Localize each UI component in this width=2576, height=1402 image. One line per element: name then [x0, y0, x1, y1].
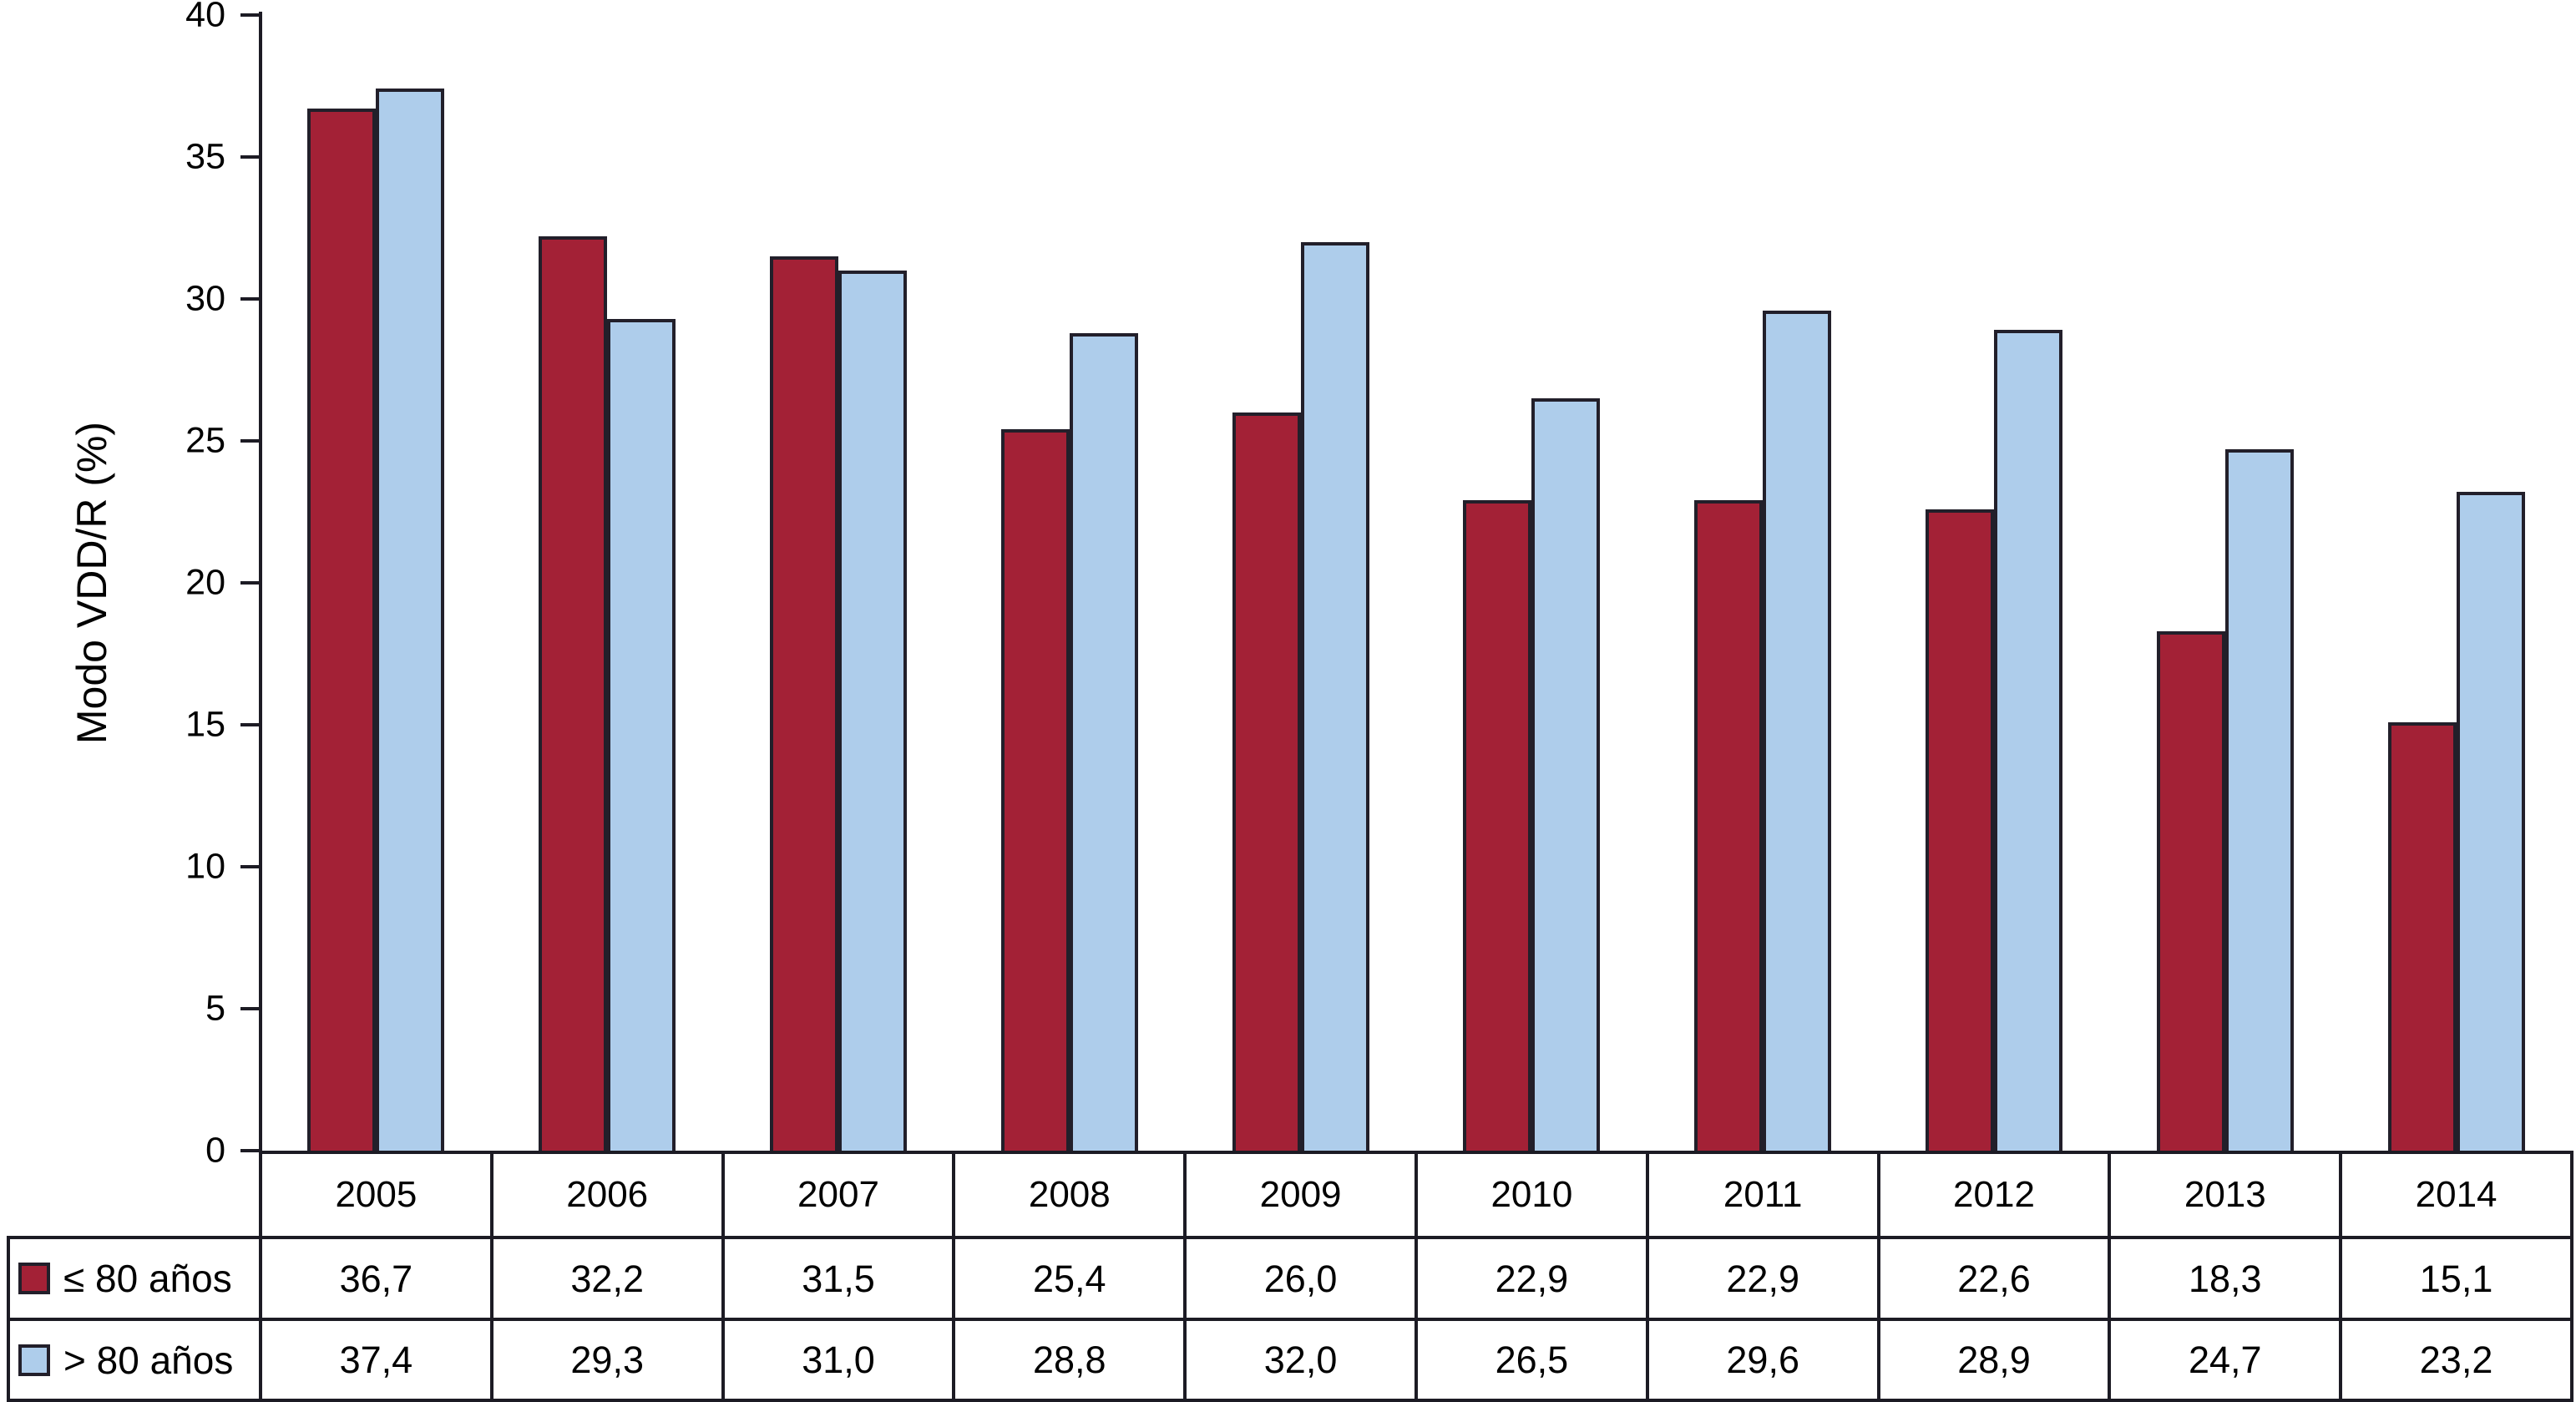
value-cell-row2-col3: 31,0	[802, 1339, 875, 1381]
value-cell-row2-col8: 28,9	[1957, 1339, 2031, 1381]
table-vline-1	[490, 1151, 493, 1402]
bar-series1-2013	[2156, 630, 2225, 1154]
y-tick-label-15: 15	[185, 704, 225, 745]
y-tick-5	[240, 1007, 259, 1010]
y-tick-20	[240, 581, 259, 585]
value-cell-row1-col8: 22,6	[1957, 1257, 2031, 1300]
year-header-2009: 2009	[1259, 1174, 1342, 1215]
value-cell-row1-col7: 22,9	[1726, 1257, 1799, 1300]
table-vline-9	[2339, 1151, 2342, 1402]
bar-series1-2008	[1000, 429, 1070, 1154]
table-hline-2	[7, 1318, 2573, 1321]
value-cell-row2-col2: 29,3	[570, 1339, 644, 1381]
table-vline-10	[2570, 1151, 2573, 1402]
y-tick-label-0: 0	[205, 1130, 225, 1171]
table-vline-0	[259, 1151, 262, 1402]
bar-series2-2012	[1994, 330, 2062, 1154]
legend-label-2: > 80 años	[63, 1338, 234, 1382]
legend-label-1: ≤ 80 años	[63, 1257, 232, 1300]
bar-series2-2007	[838, 271, 907, 1154]
table-vline-2	[721, 1151, 725, 1402]
y-tick-40	[240, 13, 259, 17]
bar-series1-2012	[1926, 509, 1994, 1154]
value-cell-row2-col4: 28,8	[1032, 1339, 1106, 1381]
value-cell-row1-col4: 25,4	[1032, 1257, 1106, 1300]
value-cell-row2-col10: 23,2	[2419, 1339, 2493, 1381]
legend-swatch-1	[18, 1263, 50, 1294]
year-header-2013: 2013	[2184, 1174, 2266, 1215]
y-tick-15	[240, 723, 259, 726]
legend-left-border	[7, 1236, 10, 1402]
y-tick-label-20: 20	[185, 562, 225, 603]
y-tick-label-25: 25	[185, 420, 225, 461]
year-header-2005: 2005	[335, 1174, 418, 1215]
legend-swatch-2	[18, 1344, 50, 1376]
value-cell-row2-col6: 26,5	[1495, 1339, 1569, 1381]
table-vline-8	[2108, 1151, 2111, 1402]
year-header-2006: 2006	[566, 1174, 649, 1215]
value-cell-row1-col6: 22,9	[1495, 1257, 1569, 1300]
bar-series1-2007	[770, 256, 838, 1154]
value-cell-row2-col9: 24,7	[2188, 1339, 2262, 1381]
bar-series2-2009	[1300, 242, 1369, 1154]
bar-series1-2010	[1463, 500, 1532, 1154]
value-cell-row1-col3: 31,5	[802, 1257, 875, 1300]
value-cell-row1-col10: 15,1	[2419, 1257, 2493, 1300]
bar-series2-2013	[2224, 449, 2294, 1154]
value-cell-row1-col5: 26,0	[1263, 1257, 1338, 1300]
bar-series2-2005	[376, 89, 445, 1154]
table-vline-7	[1877, 1151, 1880, 1402]
legend-row-1: ≤ 80 años	[10, 1239, 266, 1318]
bar-series1-2009	[1232, 413, 1301, 1154]
y-tick-label-10: 10	[185, 846, 225, 887]
bar-series2-2008	[1069, 332, 1138, 1154]
y-tick-30	[240, 297, 259, 301]
y-tick-25	[240, 439, 259, 443]
year-header-2014: 2014	[2415, 1174, 2498, 1215]
y-axis-line	[259, 12, 262, 1154]
table-vline-3	[952, 1151, 955, 1402]
bar-series2-2011	[1763, 310, 1832, 1154]
value-cell-row2-col5: 32,0	[1263, 1339, 1338, 1381]
bar-series2-2006	[607, 318, 676, 1154]
year-header-2008: 2008	[1028, 1174, 1111, 1215]
value-cell-row2-col7: 29,6	[1726, 1339, 1799, 1381]
y-tick-label-5: 5	[205, 988, 225, 1029]
year-header-2011: 2011	[1723, 1174, 1803, 1215]
value-cell-row1-col2: 32,2	[570, 1257, 644, 1300]
value-cell-row1-col1: 36,7	[339, 1257, 413, 1300]
bar-series1-2011	[1694, 500, 1764, 1154]
year-header-2010: 2010	[1490, 1174, 1573, 1215]
bar-series2-2010	[1531, 398, 1601, 1154]
y-tick-35	[240, 155, 259, 159]
table-vline-6	[1646, 1151, 1649, 1402]
y-tick-label-35: 35	[185, 136, 225, 177]
bar-series1-2006	[539, 236, 608, 1154]
year-header-2012: 2012	[1953, 1174, 2035, 1215]
y-tick-0	[240, 1149, 259, 1152]
y-tick-label-30: 30	[185, 278, 225, 319]
bar-series1-2014	[2387, 721, 2457, 1154]
legend-row-2: > 80 años	[10, 1321, 266, 1399]
bar-series1-2005	[307, 109, 377, 1154]
table-hline-3	[7, 1399, 2573, 1402]
table-vline-4	[1183, 1151, 1187, 1402]
bar-series2-2014	[2456, 492, 2525, 1154]
value-cell-row2-col1: 37,4	[339, 1339, 413, 1381]
value-cell-row1-col9: 18,3	[2188, 1257, 2262, 1300]
table-hline-1	[7, 1236, 2573, 1239]
y-tick-label-40: 40	[185, 0, 225, 35]
y-tick-10	[240, 865, 259, 868]
year-header-2007: 2007	[797, 1174, 879, 1215]
table-vline-5	[1415, 1151, 1418, 1402]
